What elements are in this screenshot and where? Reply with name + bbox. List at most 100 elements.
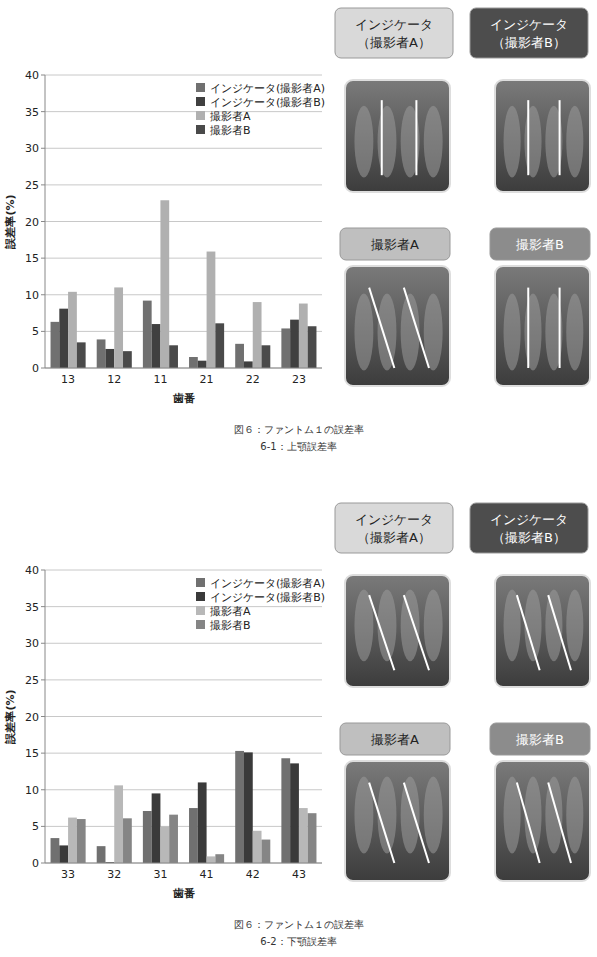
grid-line: [45, 570, 322, 571]
image-label-box: [335, 503, 453, 553]
image-label-line: インジケータ: [490, 17, 568, 32]
tooth-shape: [504, 294, 521, 371]
caption-title: 図６：ファントム１の誤差率: [234, 919, 364, 930]
image-label: 撮影者A: [371, 237, 419, 252]
x-axis-title: 歯番: [172, 392, 195, 405]
x-tick-label: 43: [292, 868, 306, 881]
legend-label: 撮影者B: [210, 619, 251, 632]
tooth-shape: [424, 777, 443, 854]
bar: [281, 328, 290, 368]
tooth-shape: [524, 294, 541, 371]
image-label-line: 撮影者A: [371, 732, 419, 747]
measure-line: [404, 783, 429, 863]
bar: [114, 287, 123, 368]
image-label-line: インジケータ: [355, 17, 433, 32]
y-tick: [41, 294, 45, 295]
y-axis-title: 誤差率(%): [4, 194, 17, 249]
legend-label: インジケータ(撮影者A): [210, 82, 325, 95]
chart-panel: 0510152025303540333231414243歯番誤差率(%)インジケ…: [4, 503, 590, 947]
legend-swatch: [196, 125, 205, 134]
bar: [281, 758, 290, 863]
tooth-shape: [378, 294, 397, 371]
grid-line: [45, 294, 322, 295]
y-tick-label: 20: [25, 216, 39, 229]
tooth-shape: [566, 590, 583, 662]
legend-swatch: [196, 620, 205, 629]
caption-subtitle: 6-2：下顎誤差率: [260, 936, 336, 947]
image-label-box: [490, 723, 590, 755]
y-tick: [41, 570, 45, 571]
measure-line: [404, 288, 429, 368]
grid-line: [45, 826, 322, 827]
image-label-line: インジケータ: [490, 512, 568, 527]
bar: [189, 808, 198, 863]
figure: 0510152025303540131211212223歯番誤差率(%)インジケ…: [0, 0, 597, 957]
legend-swatch: [196, 606, 205, 615]
measure-line: [369, 595, 394, 670]
y-tick-label: 30: [25, 637, 39, 650]
legend-label: 撮影者A: [210, 110, 251, 123]
bar: [215, 854, 224, 863]
measure-line: [369, 783, 394, 863]
grid-line: [45, 753, 322, 754]
grid-line: [45, 716, 322, 717]
bar: [143, 811, 152, 863]
radiograph: [345, 761, 450, 881]
legend-label: インジケータ(撮影者A): [210, 577, 325, 590]
measure-line: [517, 783, 540, 863]
y-tick-label: 35: [25, 601, 39, 614]
image-label-line: （撮影者B）: [492, 530, 566, 545]
y-tick: [41, 258, 45, 259]
image-label: インジケータ（撮影者A）: [355, 512, 433, 545]
tooth-shape: [354, 294, 373, 371]
bar: [51, 322, 60, 368]
image-label-line: （撮影者A）: [357, 35, 431, 50]
bar: [189, 357, 198, 368]
grid-line: [45, 75, 322, 76]
bar: [97, 339, 106, 368]
image-label: 撮影者B: [516, 237, 564, 252]
legend-swatch: [196, 83, 205, 92]
radiograph-frame: [495, 266, 590, 386]
tooth-shape: [424, 590, 443, 662]
grid-line: [45, 148, 322, 149]
x-axis: [45, 863, 322, 864]
y-tick-label: 5: [32, 820, 39, 833]
legend: インジケータ(撮影者A)インジケータ(撮影者B)撮影者A撮影者B: [196, 577, 325, 632]
y-tick-label: 0: [32, 857, 39, 870]
measure-line: [527, 288, 529, 368]
radiograph-frame: [345, 266, 450, 386]
image-label-box: [335, 8, 453, 58]
bar: [77, 819, 86, 863]
bar: [152, 324, 161, 368]
bar: [235, 344, 244, 368]
x-tick-label: 23: [292, 373, 306, 386]
legend-label: 撮影者A: [210, 605, 251, 618]
legend-swatch: [196, 578, 205, 587]
bar: [244, 361, 253, 368]
bar: [59, 309, 68, 368]
y-axis-title: 誤差率(%): [4, 689, 17, 744]
y-tick: [41, 148, 45, 149]
grid-line: [45, 863, 322, 864]
bar: [169, 345, 178, 368]
x-tick-label: 12: [107, 373, 121, 386]
image-label-line: 撮影者A: [371, 237, 419, 252]
bar: [198, 361, 207, 368]
tooth-shape: [545, 777, 562, 854]
radiograph-frame: [495, 80, 590, 192]
x-tick-label: 32: [107, 868, 121, 881]
y-tick: [41, 753, 45, 754]
y-tick: [41, 679, 45, 680]
grid-line: [45, 258, 322, 259]
y-tick-label: 0: [32, 362, 39, 375]
y-tick: [41, 606, 45, 607]
bar: [253, 302, 262, 368]
legend-label: 撮影者B: [210, 124, 251, 137]
bar: [160, 826, 169, 863]
radiograph: [495, 575, 590, 687]
tooth-shape: [378, 106, 397, 178]
x-tick-label: 41: [200, 868, 214, 881]
bar: [207, 856, 216, 863]
x-tick-label: 31: [153, 868, 167, 881]
